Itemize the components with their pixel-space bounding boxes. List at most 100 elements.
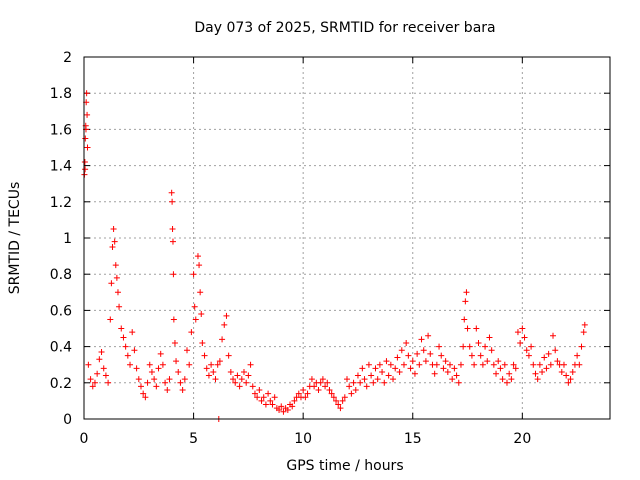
axis-ticks: 00.20.40.60.811.21.41.61.820 5 10 15 20 [50, 50, 610, 447]
y-tick-label: 1.4 [50, 159, 72, 175]
data-point-marker [387, 361, 394, 368]
data-point-marker [271, 394, 278, 401]
data-point-marker [541, 354, 548, 361]
data-point-marker [276, 406, 283, 413]
data-point-marker [191, 303, 198, 310]
data-point-marker [83, 90, 90, 97]
data-point-marker [357, 379, 364, 386]
data-point-marker [499, 376, 506, 383]
data-point-marker [346, 383, 353, 390]
data-point-marker [348, 390, 355, 397]
data-point-marker [173, 358, 180, 365]
data-point-marker [493, 370, 500, 377]
data-point-marker [486, 334, 493, 341]
data-point-marker [216, 358, 223, 365]
data-point-marker [339, 397, 346, 404]
data-point-marker [447, 361, 454, 368]
data-point-marker [284, 406, 291, 413]
data-point-marker [370, 379, 377, 386]
data-point-marker [539, 368, 546, 375]
data-point-marker [368, 372, 375, 379]
data-point-marker [190, 271, 197, 278]
data-point-marker [110, 225, 117, 232]
data-point-marker [576, 361, 583, 368]
data-point-marker [438, 352, 445, 359]
data-point-marker [383, 358, 390, 365]
data-point-marker [532, 370, 539, 377]
data-point-marker [580, 329, 587, 336]
data-point-marker [198, 311, 205, 318]
data-point-marker [475, 339, 482, 346]
data-point-marker [578, 343, 585, 350]
data-point-marker [267, 397, 274, 404]
data-point-marker [361, 376, 368, 383]
data-point-marker [129, 329, 136, 336]
data-point-marker [210, 368, 217, 375]
data-point-marker [230, 376, 237, 383]
data-point-marker [547, 361, 554, 368]
data-point-marker [205, 372, 212, 379]
data-point-marker [330, 394, 337, 401]
y-tick-label: 1 [63, 231, 72, 247]
data-point-marker [155, 365, 162, 372]
data-point-marker [315, 387, 322, 394]
y-tick-label: 1.2 [50, 195, 72, 211]
data-point-marker [262, 401, 269, 408]
x-axis-label: GPS time / hours [286, 458, 403, 474]
data-point-marker [124, 352, 131, 359]
data-point-marker [324, 379, 331, 386]
data-point-marker [381, 379, 388, 386]
data-point-marker [199, 339, 206, 346]
data-point-marker [159, 361, 166, 368]
data-point-marker [212, 376, 219, 383]
data-point-marker [484, 358, 491, 365]
data-point-marker [508, 376, 515, 383]
data-point-marker [164, 387, 171, 394]
data-point-marker [425, 332, 432, 339]
data-point-marker [365, 361, 372, 368]
data-point-marker [232, 379, 239, 386]
y-tick-label: 0 [63, 412, 72, 428]
data-point-marker [171, 339, 178, 346]
data-point-marker [400, 361, 407, 368]
data-point-marker [131, 347, 138, 354]
data-point-marker [98, 349, 105, 356]
data-point-marker [269, 401, 276, 408]
plot-frame [83, 56, 611, 420]
data-point-marker [394, 354, 401, 361]
data-point-marker [251, 390, 258, 397]
data-point-marker [265, 390, 272, 397]
data-point-marker [196, 262, 203, 269]
data-point-marker [517, 339, 524, 346]
data-point-marker [177, 379, 184, 386]
data-point-marker [169, 198, 176, 205]
data-point-marker [344, 376, 350, 383]
data-point-marker [416, 361, 423, 368]
data-point-marker [219, 336, 226, 343]
data-point-marker [534, 376, 541, 383]
data-point-marker [379, 368, 386, 375]
data-point-marker [460, 343, 467, 350]
data-point-marker [431, 370, 438, 377]
data-point-marker [184, 347, 191, 354]
data-point-marker [322, 383, 329, 390]
data-point-marker [135, 376, 142, 383]
data-point-marker [245, 372, 252, 379]
data-point-marker [240, 368, 247, 375]
data-point-marker [409, 358, 416, 365]
data-points [81, 90, 588, 422]
data-point-marker [341, 394, 348, 401]
data-point-marker [84, 111, 91, 118]
data-point-marker [374, 376, 381, 383]
data-point-marker [116, 303, 123, 310]
data-point-marker [451, 365, 458, 372]
data-point-marker [122, 343, 129, 350]
data-point-marker [525, 352, 532, 359]
data-point-marker [227, 368, 234, 375]
y-tick-label: 1.6 [50, 122, 72, 138]
data-point-marker [201, 352, 208, 359]
data-point-marker [453, 372, 460, 379]
data-point-marker [311, 383, 318, 390]
data-point-marker [140, 390, 147, 397]
data-point-marker [543, 365, 550, 372]
